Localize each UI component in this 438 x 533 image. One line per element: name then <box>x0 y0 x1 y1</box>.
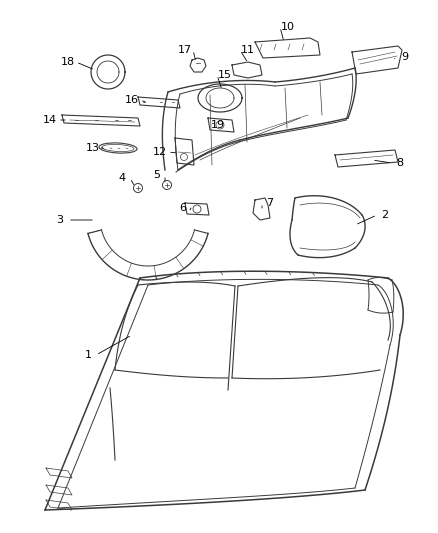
Text: 17: 17 <box>178 45 192 55</box>
Text: 8: 8 <box>396 158 403 168</box>
Text: 1: 1 <box>85 350 92 360</box>
Text: 13: 13 <box>86 143 100 153</box>
Text: 12: 12 <box>153 147 167 157</box>
Text: 16: 16 <box>125 95 139 105</box>
Text: 11: 11 <box>241 45 255 55</box>
Text: 10: 10 <box>281 22 295 32</box>
Text: 15: 15 <box>218 70 232 80</box>
Text: 19: 19 <box>211 120 225 130</box>
Text: 3: 3 <box>57 215 64 225</box>
Text: 4: 4 <box>118 173 126 183</box>
Text: 7: 7 <box>266 198 274 208</box>
Text: 2: 2 <box>381 210 389 220</box>
Text: 18: 18 <box>61 57 75 67</box>
Text: 6: 6 <box>180 203 187 213</box>
Text: 9: 9 <box>402 52 409 62</box>
Text: 14: 14 <box>43 115 57 125</box>
Text: 5: 5 <box>153 170 160 180</box>
